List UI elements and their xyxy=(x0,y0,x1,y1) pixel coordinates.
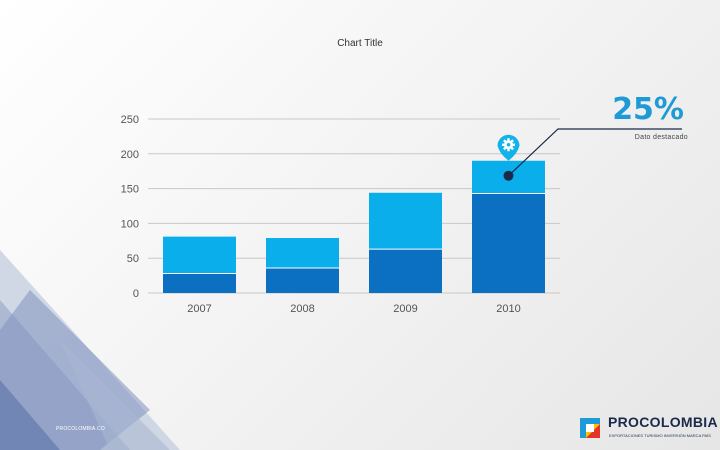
logo-name: PROCOLOMBIA xyxy=(608,414,718,430)
bar-segment xyxy=(369,192,442,250)
y-tick-label: 200 xyxy=(121,149,139,161)
procolombia-logo: PROCOLOMBIA EXPORTACIONES TURISMO INVERS… xyxy=(578,414,718,444)
logo-mark-icon xyxy=(580,418,600,438)
bar-segment xyxy=(163,273,236,293)
y-tick-label: 250 xyxy=(121,114,139,126)
y-tick-label: 50 xyxy=(127,253,139,265)
y-tick-label: 0 xyxy=(133,288,139,300)
callout-leader-line xyxy=(508,128,682,177)
bar-segment xyxy=(266,267,339,293)
gear-hole xyxy=(506,142,511,147)
gear-tooth xyxy=(507,138,510,142)
highlight-percentage: 25% xyxy=(612,92,684,127)
chart-title: Chart Title xyxy=(337,38,383,49)
bar-segment xyxy=(163,236,236,274)
callout-dot xyxy=(503,170,514,181)
y-tick-label: 100 xyxy=(121,218,139,230)
x-tick-label: 2008 xyxy=(290,303,314,315)
logo-tagline: EXPORTACIONES TURISMO INVERSIÓN MARCA PA… xyxy=(609,433,711,438)
highlight-label: Dato destacado xyxy=(634,134,688,141)
gear-tooth xyxy=(507,148,510,152)
x-tick-label: 2010 xyxy=(496,303,520,315)
gear-icon xyxy=(502,138,515,152)
bar-segment xyxy=(266,238,339,268)
bar-segment xyxy=(472,193,545,293)
y-tick-label: 150 xyxy=(121,184,139,196)
footer-website: PROCOLOMBIA.CO xyxy=(56,426,105,432)
x-tick-label: 2009 xyxy=(393,303,417,315)
bar-segment xyxy=(369,249,442,293)
x-tick-label: 2007 xyxy=(187,303,211,315)
